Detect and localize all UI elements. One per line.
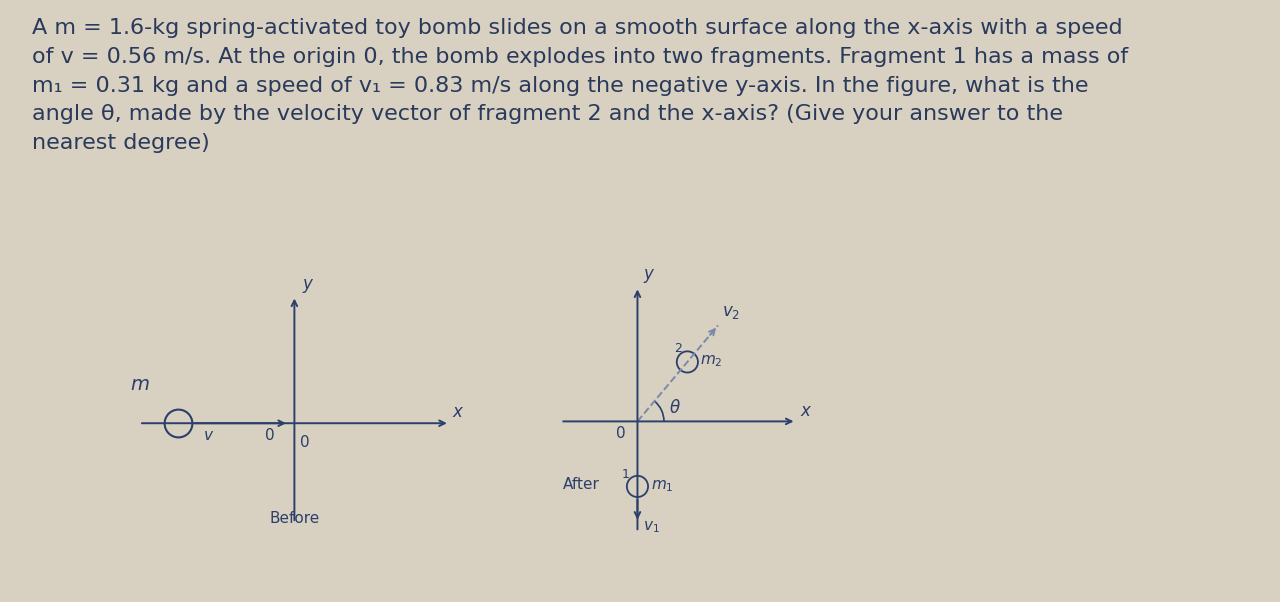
Text: $\theta$: $\theta$ xyxy=(668,399,681,417)
Text: x: x xyxy=(800,402,810,420)
Text: 1: 1 xyxy=(622,468,630,481)
Text: $m_2$: $m_2$ xyxy=(700,353,723,369)
Text: Before: Before xyxy=(269,511,320,526)
Text: v: v xyxy=(204,428,212,443)
Text: m: m xyxy=(131,375,150,394)
Text: $v_2$: $v_2$ xyxy=(722,303,740,321)
Text: 0: 0 xyxy=(300,435,310,450)
Text: $v_1$: $v_1$ xyxy=(644,520,660,535)
Text: $m_1$: $m_1$ xyxy=(652,478,673,494)
Text: 0: 0 xyxy=(616,426,626,441)
Text: 0: 0 xyxy=(265,428,274,443)
Text: A m = 1.6-kg spring-activated toy bomb slides on a smooth surface along the x-ax: A m = 1.6-kg spring-activated toy bomb s… xyxy=(32,18,1128,154)
Text: y: y xyxy=(644,265,653,283)
Text: 2: 2 xyxy=(673,343,682,355)
Text: y: y xyxy=(302,275,312,293)
Text: x: x xyxy=(452,403,462,421)
Text: After: After xyxy=(563,477,600,491)
